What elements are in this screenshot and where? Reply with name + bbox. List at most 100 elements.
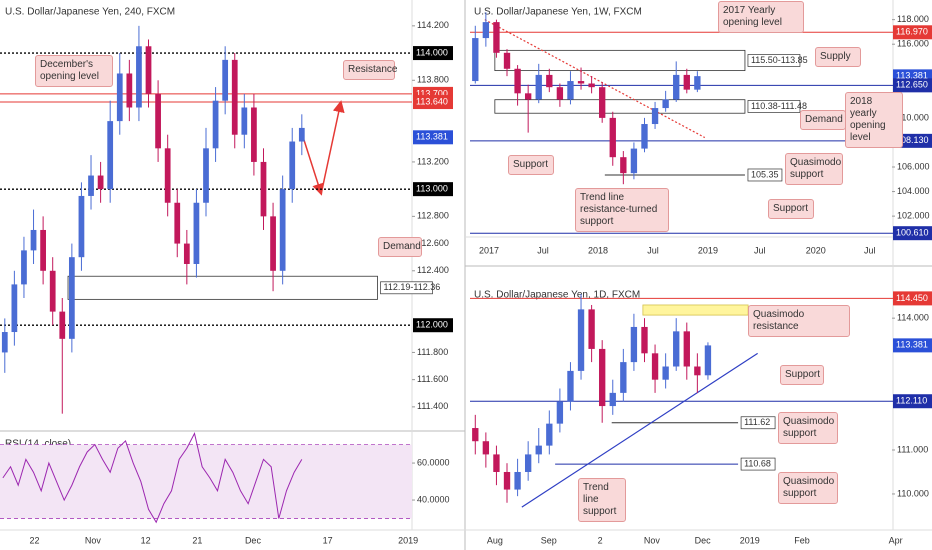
candle-body	[11, 284, 18, 333]
level-label: 108.130	[896, 135, 929, 145]
candle-body	[88, 175, 94, 196]
level-label-box	[740, 416, 776, 430]
chart-title: RSI (14, close)	[5, 439, 71, 450]
zone	[67, 275, 378, 300]
candle-body	[126, 73, 133, 108]
candle-body	[514, 68, 521, 94]
y-tick-label: 40.0000	[417, 494, 450, 504]
candle-body	[599, 348, 606, 407]
zone	[494, 49, 746, 72]
candle-body	[641, 124, 648, 149]
y-tick-label: 111.000	[897, 444, 928, 454]
candle-body	[40, 229, 46, 271]
arrow	[321, 100, 345, 191]
candle-body	[524, 93, 532, 100]
x-tick-label: 12	[141, 535, 151, 545]
candle-body	[472, 428, 479, 442]
y-tick-label: 113.200	[417, 156, 449, 166]
level-label-box	[413, 95, 453, 110]
level-label: 113.381	[416, 132, 448, 142]
candle-body	[694, 76, 701, 90]
x-tick-label: Jul	[754, 245, 766, 255]
candle-body	[641, 326, 648, 354]
candle-body	[298, 127, 305, 142]
level-label: 113.640	[416, 96, 448, 106]
x-tick-label: Dec	[245, 535, 262, 545]
candle-body	[546, 74, 553, 88]
y-tick-label: 111.800	[417, 347, 448, 357]
candle-body	[59, 311, 66, 339]
candle-body	[673, 331, 680, 367]
candle-body	[662, 99, 669, 109]
level-label: 100.610	[896, 228, 929, 238]
candle-body	[599, 87, 606, 118]
candle-body	[620, 362, 627, 393]
y-tick-label: 112.400	[417, 265, 449, 275]
callout: Quasimodo support	[778, 412, 838, 444]
y-tick-label: 112.800	[417, 211, 449, 221]
y-tick-label: 110.000	[897, 488, 929, 498]
candle-body	[116, 73, 123, 122]
candle-body	[68, 257, 75, 339]
level-label-box	[413, 46, 453, 61]
callout: Resistance	[343, 60, 397, 80]
level-label: 113.381	[896, 340, 928, 350]
callout: Demand	[800, 110, 846, 130]
x-tick-label: 17	[323, 535, 333, 545]
level-label-box	[893, 338, 932, 353]
level-label-box	[893, 78, 932, 93]
callout: Trend line support	[578, 478, 626, 522]
candle-body	[183, 243, 190, 264]
candle-body	[546, 423, 553, 446]
candle-body	[535, 74, 542, 100]
y-tick-label: 116.000	[897, 39, 929, 49]
level-label-box	[413, 130, 453, 145]
candle-body	[704, 345, 712, 376]
level-label: 114.000	[416, 47, 448, 57]
level-label: 112.650	[896, 80, 928, 90]
callout: Demand	[378, 237, 422, 257]
candle-body	[567, 81, 574, 100]
candle-body	[241, 107, 248, 135]
y-tick-label: 113.800	[417, 75, 449, 85]
candle-body	[556, 87, 564, 100]
candle-body	[588, 83, 595, 88]
x-tick-label: Jul	[864, 245, 876, 255]
level-label-box	[893, 394, 932, 409]
candle-body	[577, 309, 585, 371]
trend-line	[484, 19, 706, 139]
candle-body	[662, 366, 669, 380]
candle-body	[212, 100, 219, 149]
candle-body	[30, 229, 37, 251]
level-label-box	[893, 25, 932, 40]
x-tick-label: 2019	[398, 535, 418, 545]
callout: December's opening level	[35, 55, 113, 87]
y-tick-label: 111.400	[417, 401, 448, 411]
candle-body	[203, 148, 209, 203]
y-tick-label: 111.600	[417, 374, 448, 384]
candle-body	[472, 38, 479, 82]
candle-body	[174, 202, 181, 244]
candle-body	[482, 441, 490, 455]
level-label: 112.110	[896, 396, 927, 406]
candle-body	[503, 471, 511, 490]
arrow	[303, 139, 324, 196]
candle-body	[260, 161, 267, 217]
zone	[642, 304, 749, 316]
candle-body	[482, 22, 490, 39]
callout: Quasimodo support	[785, 153, 843, 185]
candle-body	[270, 216, 276, 271]
candle-body	[1, 332, 8, 353]
candle-body	[155, 93, 161, 149]
zone-label-box	[747, 100, 801, 113]
x-tick-label: 2	[598, 535, 603, 545]
candle-body	[279, 189, 286, 271]
x-tick-label: Jul	[537, 245, 549, 255]
rsi-line	[2, 432, 303, 524]
chart-title: U.S. Dollar/Japanese Yen, 240, FXCM	[5, 7, 175, 18]
candle-body	[97, 175, 104, 190]
candle-body	[231, 59, 238, 135]
level-label: 114.450	[896, 293, 928, 303]
